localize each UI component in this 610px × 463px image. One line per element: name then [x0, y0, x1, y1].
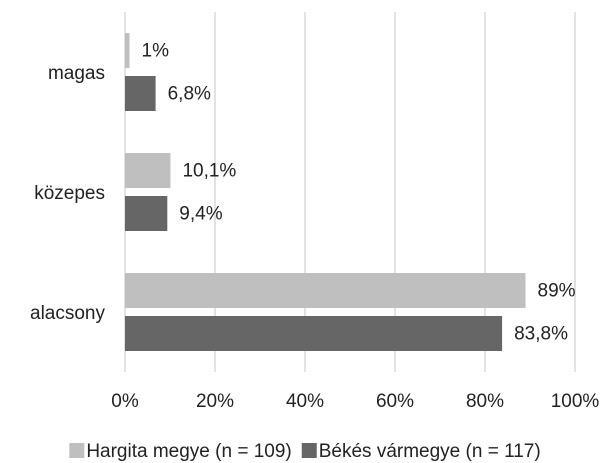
category-label: magas: [48, 63, 105, 84]
x-tick-label: 0%: [111, 391, 139, 412]
value-label: 9,4%: [179, 204, 222, 225]
x-tick-label: 80%: [466, 391, 504, 412]
value-label: 6,8%: [168, 84, 211, 105]
bar: [125, 196, 168, 231]
x-tick-label: 40%: [286, 391, 324, 412]
bar: [125, 76, 156, 111]
value-label: 1%: [142, 41, 170, 62]
legend-label: Hargita megye (n = 109): [86, 441, 291, 462]
bar: [125, 33, 130, 68]
x-tick-label: 100%: [551, 391, 600, 412]
legend-swatch: [301, 443, 317, 458]
x-tick-label: 20%: [196, 391, 234, 412]
legend-swatch: [69, 443, 85, 458]
value-label: 10,1%: [182, 161, 236, 182]
bar: [125, 153, 171, 188]
value-label: 89%: [538, 281, 576, 302]
bar: [125, 273, 526, 308]
x-tick-label: 60%: [376, 391, 414, 412]
category-label: alacsony: [30, 303, 105, 324]
legend-label: Békés vármegye (n = 117): [319, 441, 541, 462]
value-label: 83,8%: [514, 324, 568, 345]
bar: [125, 316, 503, 351]
category-label: közepes: [34, 183, 105, 204]
